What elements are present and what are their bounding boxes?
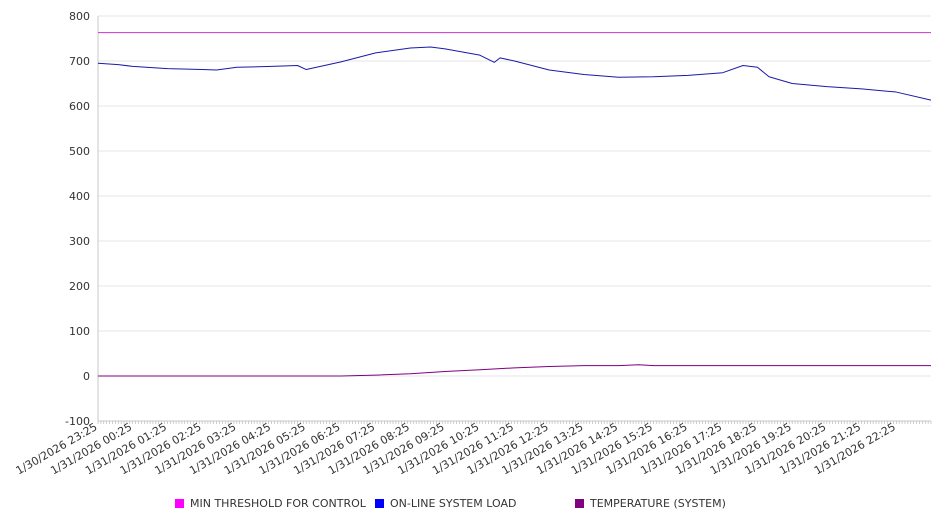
legend: MIN THRESHOLD FOR CONTROL ON-LINE SYSTEM… [0,497,946,517]
legend-label-system-load: ON-LINE SYSTEM LOAD [390,497,517,510]
y-tick-label: 0 [83,370,90,383]
y-tick-label: 500 [69,145,90,158]
x-minor-ticks [97,421,932,424]
legend-swatch-min-threshold [175,499,184,508]
legend-swatch-system-load [375,499,384,508]
series-line-temperature [98,364,931,377]
legend-item-min-threshold[interactable]: MIN THRESHOLD FOR CONTROL [175,497,366,510]
axes [97,16,932,424]
y-tick-label: 700 [69,55,90,68]
y-tick-label: 600 [69,100,90,113]
legend-label-min-threshold: MIN THRESHOLD FOR CONTROL [190,497,366,510]
y-tick-label: 200 [69,280,90,293]
legend-item-temperature[interactable]: TEMPERATURE (SYSTEM) [575,497,726,510]
series-line-system-load [97,46,932,101]
chart-canvas: 800 700 600 500 400 300 200 100 0 -100 1/30/2026 … [14,10,932,477]
x-axis-ticks: 1/30/2026 23:251/31/2026 00:251/31/2026 … [14,420,898,477]
y-axis-ticks: 800 700 600 500 400 300 200 100 0 -100 [65,10,90,428]
y-tick-label: 300 [69,235,90,248]
legend-item-system-load[interactable]: ON-LINE SYSTEM LOAD [375,497,516,510]
y-tick-label: 800 [69,10,90,23]
series-lines [97,32,932,377]
legend-label-temperature: TEMPERATURE (SYSTEM) [590,497,726,510]
y-tick-label: 400 [69,190,90,203]
gridlines [98,15,931,422]
y-tick-label: 100 [69,325,90,338]
legend-swatch-temperature [575,499,584,508]
y-tick-label: -100 [65,415,90,428]
